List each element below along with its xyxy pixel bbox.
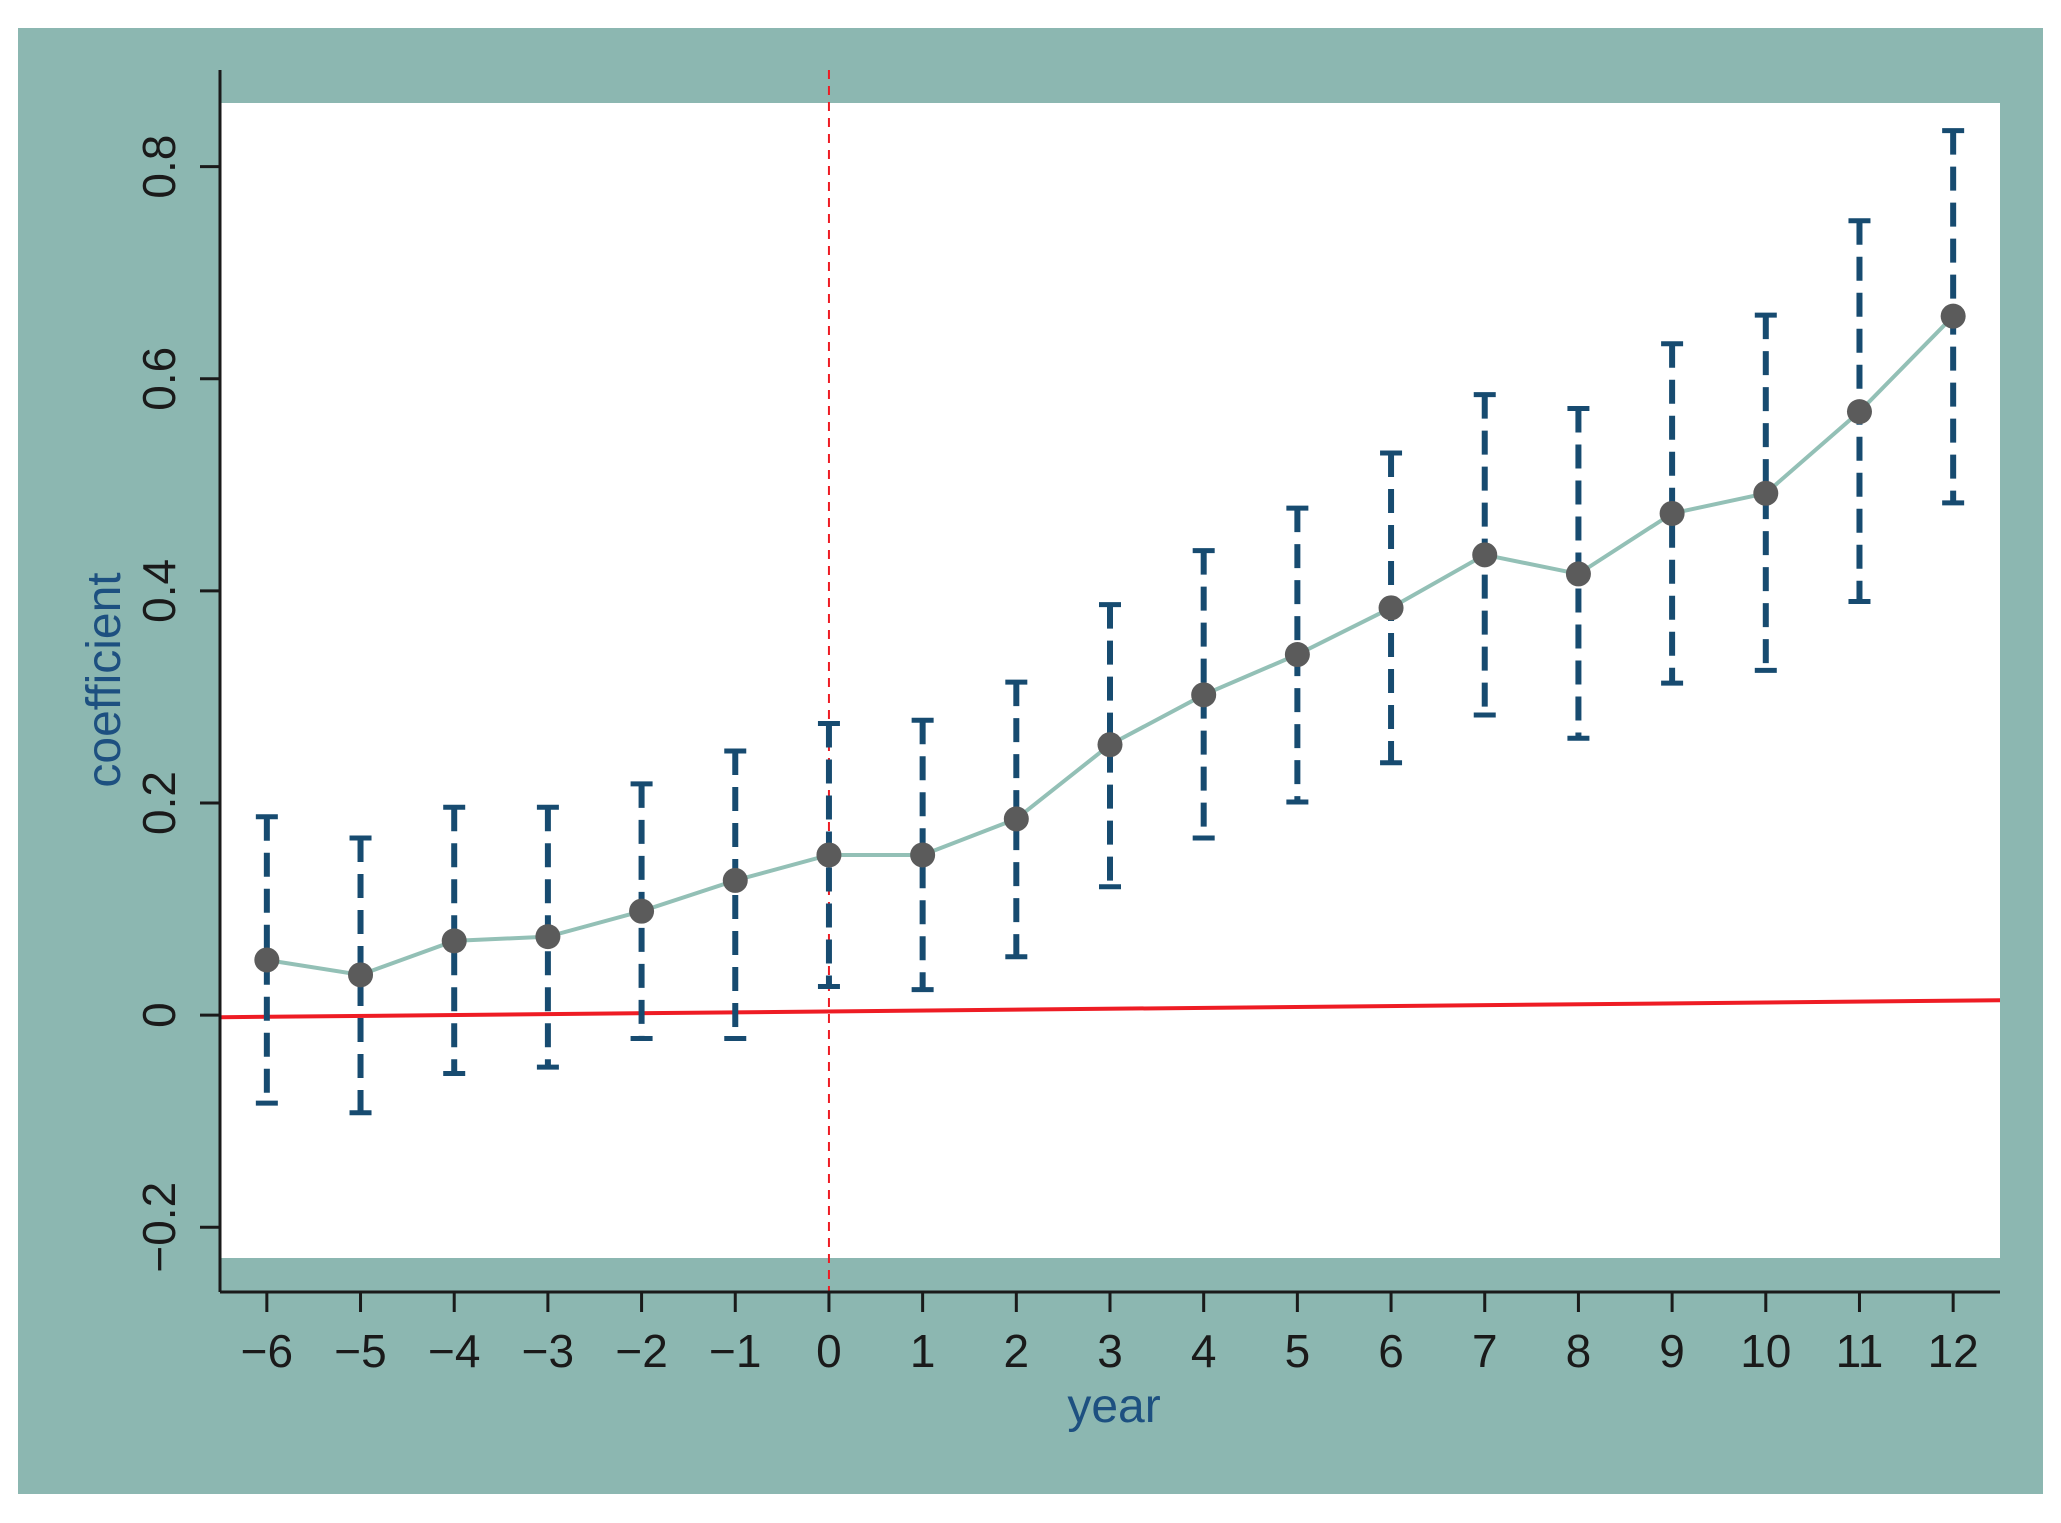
x-tick-label: 4	[1191, 1325, 1217, 1377]
ci-bar	[443, 804, 466, 1076]
y-tick-label: 0.2	[133, 771, 185, 835]
ci-bar	[255, 814, 278, 1106]
x-tick-label: 11	[1836, 1325, 1884, 1377]
coefficient-point	[1003, 806, 1029, 832]
x-tick-label: −2	[615, 1325, 667, 1377]
coefficient-point	[816, 842, 842, 868]
coefficient-point	[1284, 642, 1310, 668]
ci-bar	[349, 835, 372, 1116]
coefficient-point	[722, 867, 748, 893]
x-tick-label: 8	[1566, 1325, 1592, 1377]
ci-bar	[724, 748, 747, 1041]
axes: −0.200.20.40.60.8 −6 −5 −4 −3 −2 −1 0 1 2 3 4 5 6 7 8 9…	[133, 70, 2000, 1377]
reference-lines	[219, 70, 2001, 1292]
coefficient-point	[1753, 480, 1779, 506]
ci-bar	[1099, 602, 1121, 890]
coefficient-series	[254, 303, 1966, 988]
y-tick-label: 0.8	[133, 135, 185, 199]
x-tick-label: −1	[709, 1325, 761, 1377]
x-tick-label: 6	[1378, 1325, 1404, 1377]
coefficient-point	[1940, 303, 1966, 329]
ci-bar	[1005, 679, 1028, 960]
ci-bar	[1754, 312, 1777, 673]
coefficient-point	[1097, 732, 1123, 758]
coefficient-point	[910, 842, 936, 868]
y-tick-label: −0.2	[133, 1182, 185, 1273]
x-tick-label: −3	[522, 1325, 574, 1377]
y-axis-title: coefficient	[78, 572, 131, 787]
x-tick-label: 1	[910, 1325, 936, 1377]
y-tick-label: 0.6	[133, 347, 185, 411]
x-tick-label: 5	[1285, 1325, 1311, 1377]
y-tick-label: 0.4	[133, 559, 185, 623]
x-tick-label: 0	[816, 1325, 842, 1377]
x-tick-label: −5	[334, 1325, 386, 1377]
x-tick-label: 9	[1659, 1325, 1685, 1377]
coefficient-point	[629, 898, 655, 924]
ci-bar	[1661, 341, 1684, 686]
coefficient-point	[1472, 542, 1498, 568]
coefficient-point	[1565, 561, 1591, 587]
coefficient-point	[1659, 500, 1685, 526]
coefficient-point	[441, 928, 467, 954]
coefficient-point	[348, 962, 374, 988]
x-tick-label: 12	[1928, 1325, 1979, 1377]
ci-bar	[911, 717, 934, 993]
coefficient-point	[254, 947, 280, 973]
coefficient-point	[1378, 595, 1404, 621]
x-tick-label: 3	[1097, 1325, 1123, 1377]
ci-bar	[1192, 548, 1215, 841]
coefficient-point	[1191, 682, 1217, 708]
y-tick-label: 0	[133, 1002, 185, 1028]
x-axis-ticks: −6 −5 −4 −3 −2 −1 0 1 2 3 4 5 6 7 8 9 10 11 12	[241, 1292, 1979, 1377]
x-axis-title: year	[1067, 1380, 1160, 1433]
x-tick-label: 10	[1740, 1325, 1791, 1377]
x-tick-label: −6	[241, 1325, 293, 1377]
y-axis-ticks: −0.2 0 0.2 0.4 0.6 0.8	[133, 135, 220, 1273]
x-tick-label: −4	[428, 1325, 480, 1377]
zero-line	[219, 998, 2001, 1020]
coefficient-point	[1846, 399, 1872, 425]
coefficient-point	[535, 924, 561, 950]
x-tick-label: 7	[1472, 1325, 1498, 1377]
x-tick-label: 2	[1004, 1325, 1030, 1377]
